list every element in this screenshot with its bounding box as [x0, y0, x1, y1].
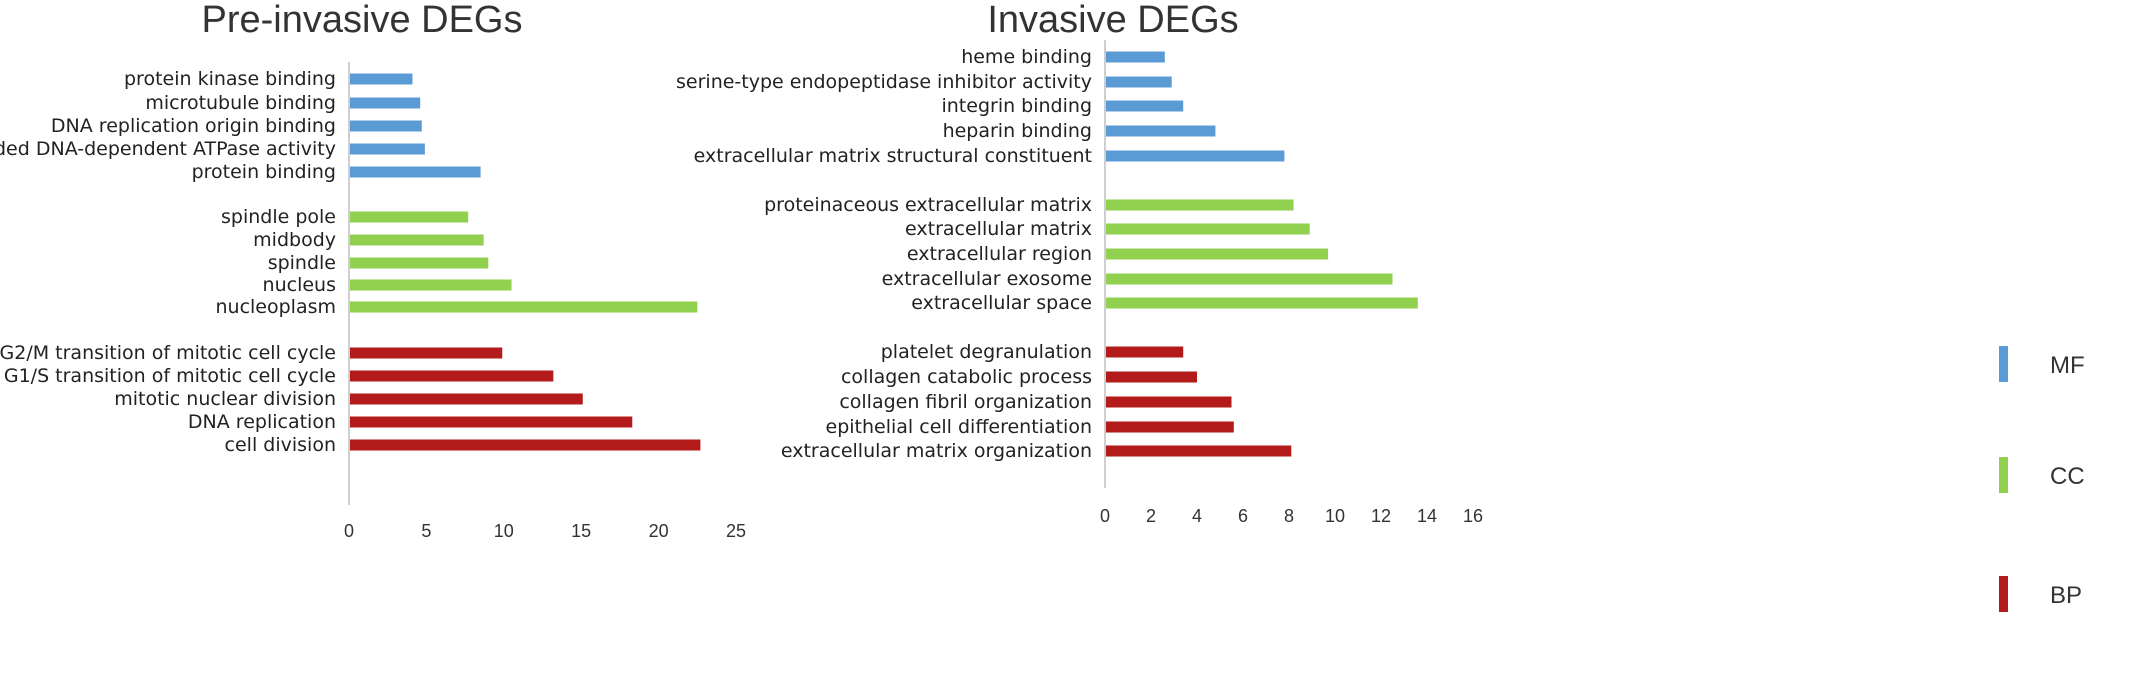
bar-bp	[1106, 421, 1234, 433]
category-label: midbody	[253, 229, 336, 251]
bar-bp	[1106, 346, 1184, 358]
x-tick-label: 14	[1417, 506, 1437, 526]
category-label: extracellular exosome	[882, 268, 1092, 290]
pre-invasive-panel: Pre-invasive DEGs 0 5 10 15 20 25 protein kinas…	[0, 0, 746, 541]
legend-label: BP	[2050, 582, 2082, 609]
bar-mf	[350, 97, 421, 109]
category-label: protein binding	[192, 161, 336, 183]
category-label: platelet degranulation	[881, 341, 1092, 363]
bar-cc	[350, 234, 484, 246]
bar-cc	[1106, 297, 1418, 309]
bar-mf	[1106, 100, 1184, 112]
chart-title: Invasive DEGs	[987, 0, 1238, 41]
category-label: nucleus	[263, 274, 336, 296]
legend-swatch-bp	[1999, 576, 2008, 612]
category-label: epithelial cell differentiation	[826, 416, 1092, 438]
x-tick-label: 2	[1146, 506, 1156, 526]
category-label: extracellular matrix	[905, 218, 1092, 240]
x-tick-label: 15	[571, 521, 591, 541]
bar-cc	[350, 257, 489, 269]
bar-bp	[350, 347, 503, 359]
category-label: G1/S transition of mitotic cell cycle	[4, 365, 336, 387]
category-label: DNA replication	[188, 411, 336, 433]
bar-mf	[350, 73, 413, 85]
category-label: DNA replication origin binding	[51, 115, 336, 137]
x-tick-label: 8	[1284, 506, 1294, 526]
bar-cc	[1106, 199, 1294, 211]
bar-cc	[350, 301, 698, 313]
x-tick-label: 0	[344, 521, 354, 541]
category-label: serine-type endopeptidase inhibitor acti…	[676, 71, 1092, 93]
legend-label: MF	[2050, 352, 2085, 379]
category-label: collagen fibril organization	[839, 391, 1092, 413]
bar-mf	[350, 166, 481, 178]
category-label: proteinaceous extracellular matrix	[764, 194, 1092, 216]
bar-mf	[1106, 76, 1172, 88]
x-tick-label: 25	[726, 521, 746, 541]
bar-cc	[1106, 248, 1329, 260]
category-label: spindle	[268, 252, 336, 274]
bar-mf	[1106, 150, 1285, 162]
bar-bp	[1106, 371, 1197, 383]
category-label: heme binding	[961, 46, 1092, 68]
bar-cc	[1106, 223, 1310, 235]
x-tick-label: 12	[1371, 506, 1391, 526]
legend-label: CC	[2050, 463, 2085, 490]
category-label: mitotic nuclear division	[114, 388, 336, 410]
bar-bp	[350, 439, 701, 451]
category-label: nucleoplasm	[215, 296, 336, 318]
bar-mf	[1106, 51, 1165, 63]
x-tick-label: 6	[1238, 506, 1248, 526]
x-tick-label: 0	[1100, 506, 1110, 526]
bar-bp	[350, 393, 583, 405]
category-label: G2/M transition of mitotic cell cycle	[0, 342, 336, 364]
bar-cc	[350, 211, 469, 223]
x-tick-label: 16	[1463, 506, 1483, 526]
category-label: heparin binding	[943, 120, 1092, 142]
category-label: extracellular region	[907, 243, 1092, 265]
x-tick-label: 10	[1325, 506, 1345, 526]
bar-bp	[350, 416, 633, 428]
category-label: extracellular space	[911, 292, 1092, 314]
bar-cc	[350, 279, 512, 291]
x-tick-label: 4	[1192, 506, 1202, 526]
bar-bp	[1106, 396, 1232, 408]
bar-cc	[1106, 273, 1393, 285]
bar-mf	[350, 143, 425, 155]
bar-bp	[1106, 445, 1292, 457]
chart-title: Pre-invasive DEGs	[202, 0, 523, 41]
legend: MF CC BP	[1999, 346, 2085, 612]
category-label: integrin binding	[941, 95, 1092, 117]
x-tick-label: 10	[494, 521, 514, 541]
category-label: microtubule binding	[145, 92, 336, 114]
category-label: cell division	[225, 434, 336, 456]
invasive-panel: Invasive DEGs 0 2 4 6 8 10 12 14 16 heme binding se…	[676, 0, 1483, 526]
bar-mf	[1106, 125, 1216, 137]
category-label: extracellular matrix organization	[781, 440, 1092, 462]
category-label: single-stranded DNA-dependent ATPase act…	[0, 138, 336, 160]
legend-swatch-mf	[1999, 346, 2008, 382]
bar-mf	[350, 120, 422, 132]
category-label: extracellular matrix structural constitu…	[694, 145, 1092, 167]
legend-swatch-cc	[1999, 457, 2008, 493]
category-label: protein kinase binding	[124, 68, 336, 90]
category-label: collagen catabolic process	[841, 366, 1092, 388]
x-tick-label: 20	[649, 521, 669, 541]
x-tick-label: 5	[421, 521, 431, 541]
bar-bp	[350, 370, 554, 382]
category-label: spindle pole	[221, 206, 336, 228]
